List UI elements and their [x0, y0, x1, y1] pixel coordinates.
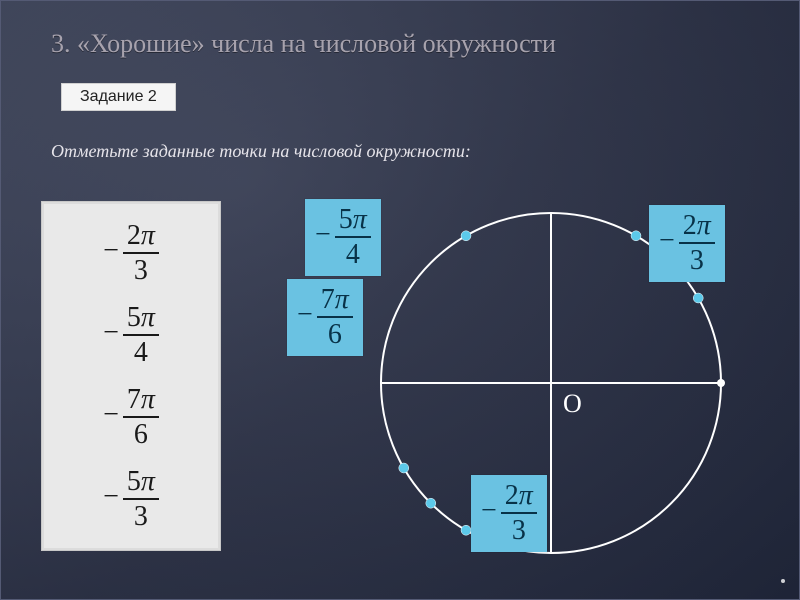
panel-item: −2π3	[103, 221, 159, 286]
origin-label: O	[563, 389, 582, 419]
angle-label: −7π6	[287, 279, 363, 356]
slide-root: 3. «Хорошие» числа на числовой окружност…	[0, 0, 800, 600]
panel-item: −5π3	[103, 467, 159, 532]
values-panel: −2π3 −5π4 −7π6 −5π3	[41, 201, 221, 551]
task-badge: Задание 2	[61, 83, 176, 111]
angle-label: −2π3	[471, 475, 547, 552]
panel-item: −7π6	[103, 385, 159, 450]
circle-area: O −5π4−7π6 −2π3 −2π3	[281, 191, 781, 591]
angle-label: −2π3	[649, 205, 725, 282]
slide-title: 3. «Хорошие» числа на числовой окружност…	[51, 29, 581, 59]
panel-item: −5π4	[103, 303, 159, 368]
angle-label: −5π4	[305, 199, 381, 276]
decorative-dot	[781, 579, 785, 583]
instruction-text: Отметьте заданные точки на числовой окру…	[51, 141, 471, 162]
